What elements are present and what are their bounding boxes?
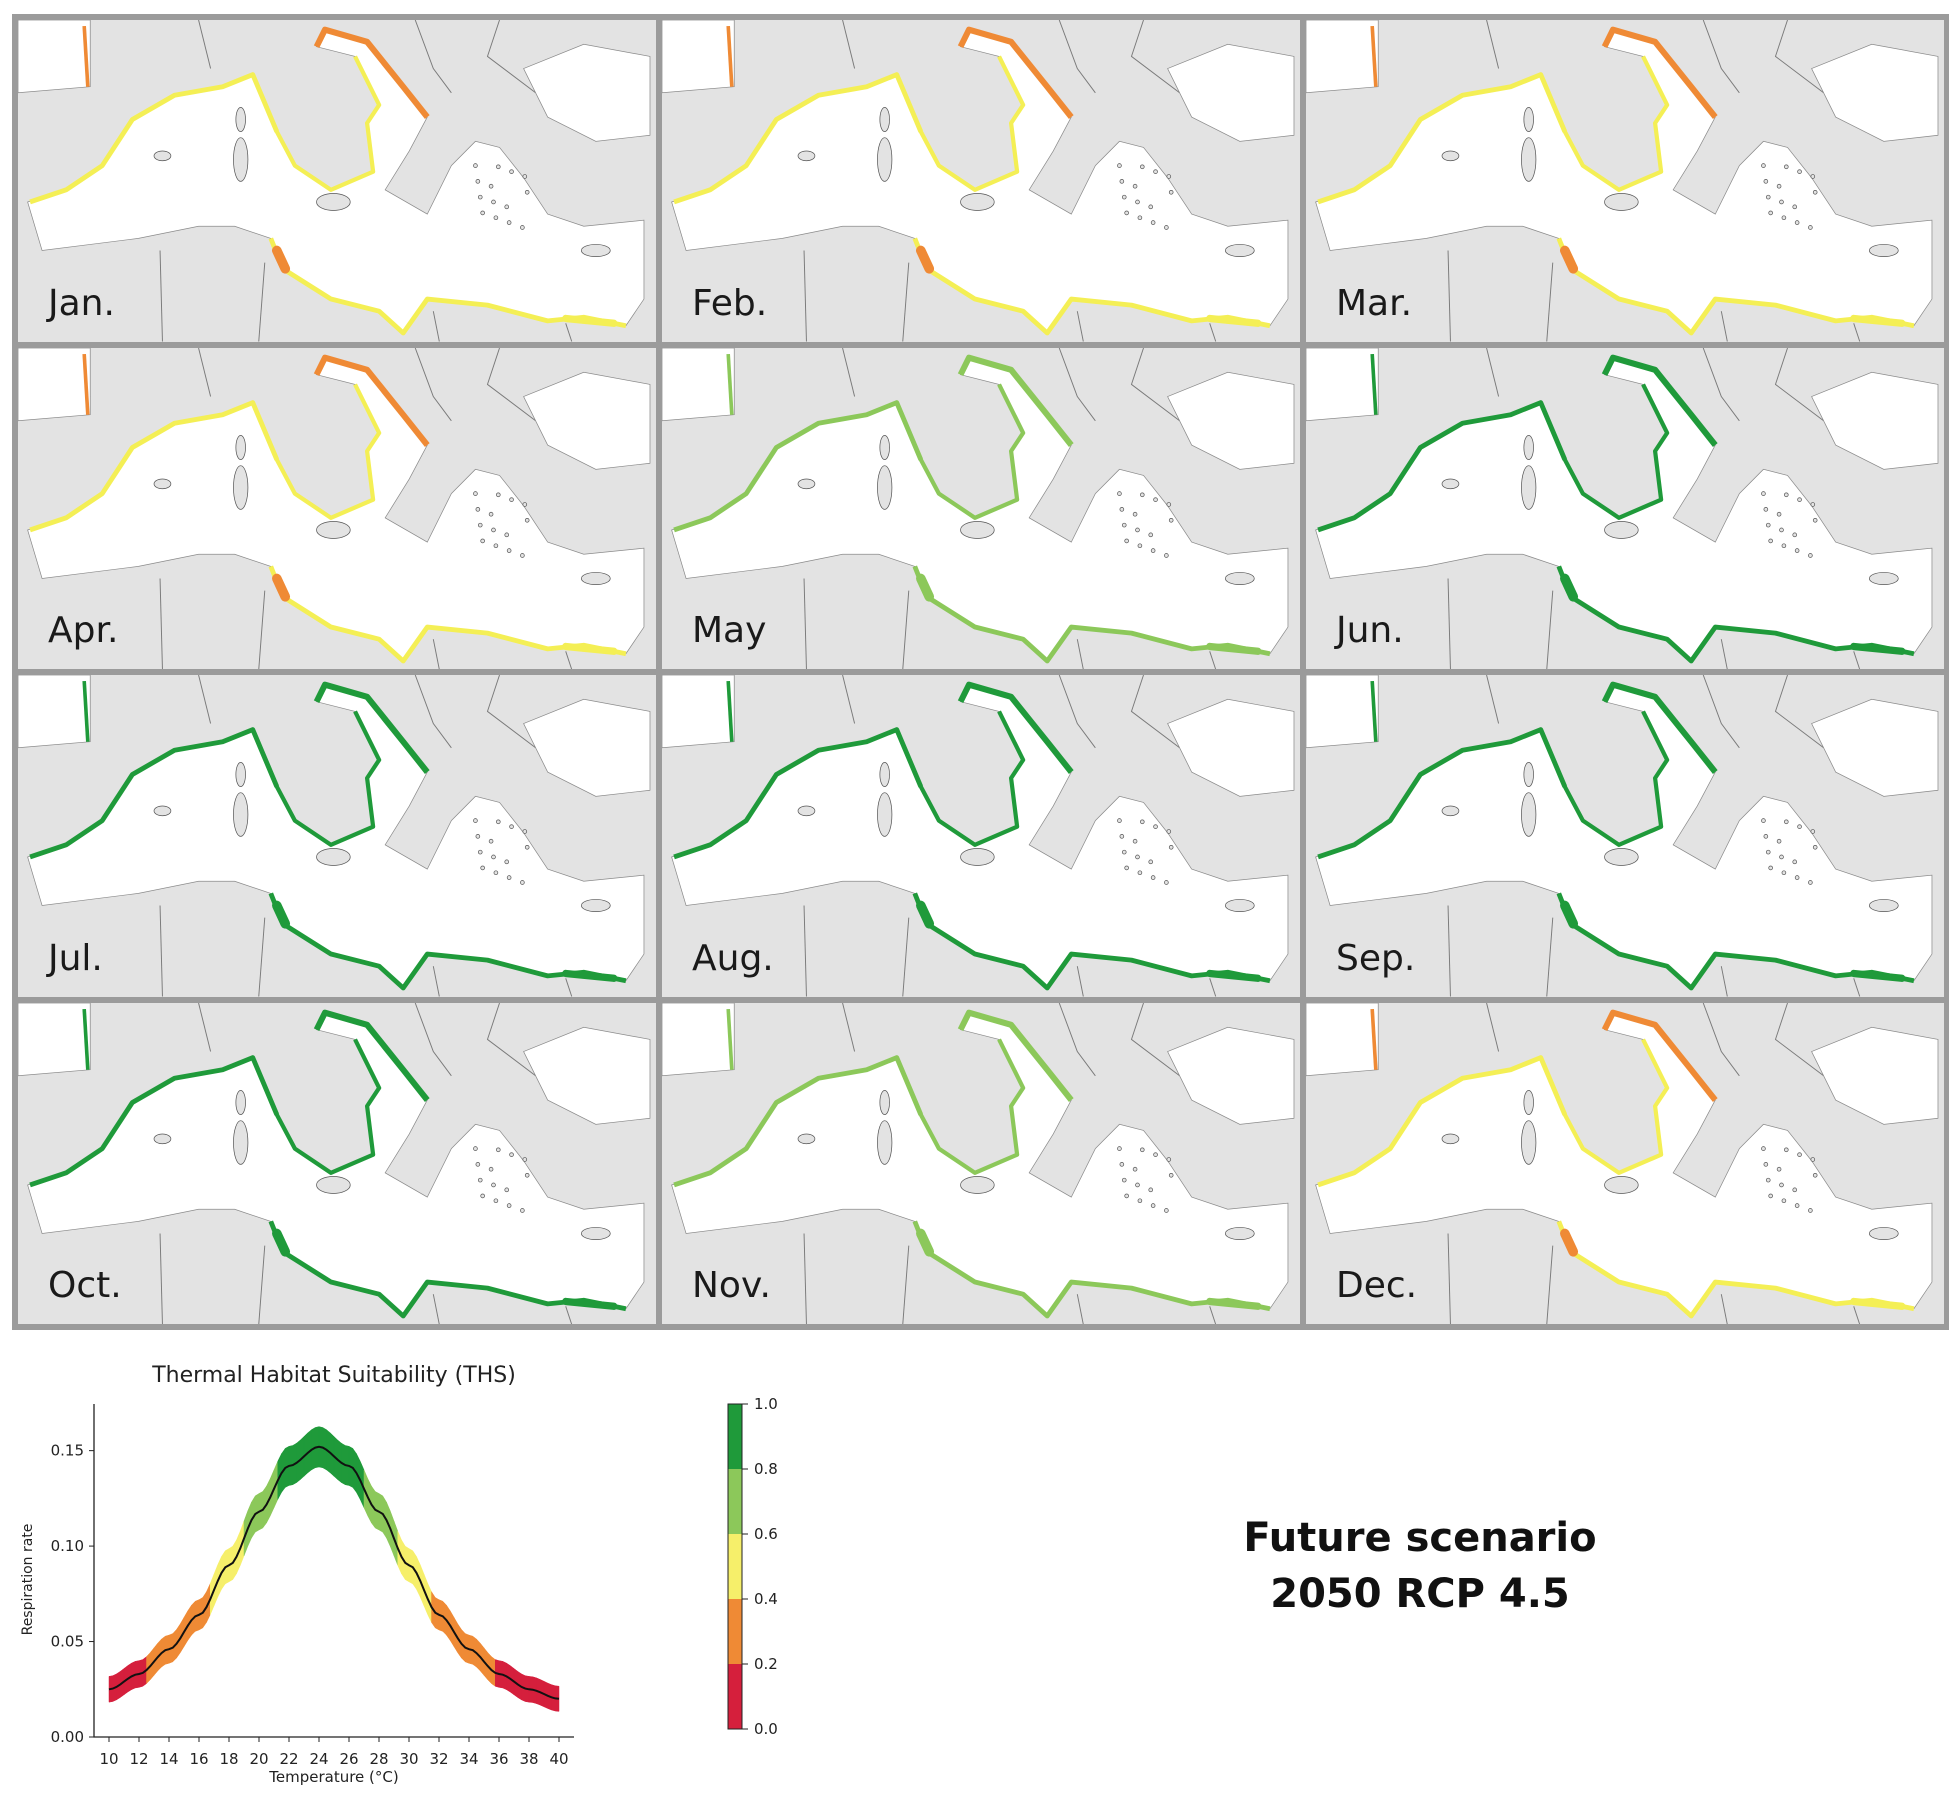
x-tick-label: 12 bbox=[129, 1750, 148, 1768]
month-label: Aug. bbox=[692, 937, 774, 979]
mediterranean-map bbox=[18, 675, 651, 997]
map-panel: Jan. bbox=[18, 20, 656, 342]
x-tick-label: 18 bbox=[219, 1750, 238, 1768]
chart-title: Thermal Habitat Suitability (THS) bbox=[151, 1363, 516, 1388]
map-panel: May bbox=[662, 347, 1300, 669]
x-tick-label: 34 bbox=[459, 1750, 478, 1768]
map-panel: Mar. bbox=[1306, 20, 1944, 342]
colorbar-segment bbox=[728, 1664, 742, 1729]
mediterranean-map bbox=[662, 20, 1295, 342]
colorbar-segment bbox=[728, 1534, 742, 1599]
y-tick-label: 0.05 bbox=[51, 1633, 84, 1651]
x-tick-label: 40 bbox=[549, 1750, 568, 1768]
month-label: Jan. bbox=[48, 282, 115, 324]
mediterranean-map bbox=[1306, 20, 1939, 342]
x-tick-label: 20 bbox=[249, 1750, 268, 1768]
colorbar-segment bbox=[728, 1599, 742, 1664]
map-panel: Nov. bbox=[662, 1002, 1300, 1324]
x-tick-label: 38 bbox=[519, 1750, 538, 1768]
mediterranean-map bbox=[18, 20, 651, 342]
map-panel: Jul. bbox=[18, 675, 656, 997]
x-tick-label: 30 bbox=[399, 1750, 418, 1768]
x-tick-label: 26 bbox=[339, 1750, 358, 1768]
colorbar-tick-label: 0.6 bbox=[754, 1525, 778, 1543]
month-label: Mar. bbox=[1336, 282, 1413, 324]
month-label: Apr. bbox=[48, 610, 119, 651]
y-tick-label: 0.15 bbox=[51, 1442, 84, 1460]
scenario-label: Future scenario 2050 RCP 4.5 bbox=[1180, 1510, 1660, 1622]
x-tick-label: 22 bbox=[279, 1750, 298, 1768]
x-tick-label: 10 bbox=[99, 1750, 118, 1768]
colorbar-tick-label: 0.4 bbox=[754, 1590, 778, 1608]
colorbar-segment bbox=[728, 1404, 742, 1469]
map-panel: Sep. bbox=[1306, 675, 1944, 997]
month-label: Feb. bbox=[692, 282, 768, 324]
map-panel: Apr. bbox=[18, 347, 656, 669]
y-axis-label: Respiration rate bbox=[20, 1524, 36, 1636]
x-tick-label: 14 bbox=[159, 1750, 178, 1768]
month-label: May bbox=[692, 610, 767, 651]
map-panel: Feb. bbox=[662, 20, 1300, 342]
scenario-line-2: 2050 RCP 4.5 bbox=[1270, 1571, 1570, 1617]
month-label: Jul. bbox=[48, 937, 103, 979]
y-tick-label: 0.00 bbox=[51, 1728, 84, 1746]
month-label: Sep. bbox=[1336, 937, 1416, 979]
month-label: Jun. bbox=[1336, 610, 1404, 651]
map-panel: Jun. bbox=[1306, 347, 1944, 669]
mediterranean-map bbox=[1306, 1002, 1939, 1324]
x-tick-label: 16 bbox=[189, 1750, 208, 1768]
ths-chart-svg: Thermal Habitat Suitability (THS) 10 12 14 1… bbox=[20, 1363, 778, 1786]
colorbar-segment bbox=[728, 1469, 742, 1534]
x-tick-label: 32 bbox=[429, 1750, 448, 1768]
map-panel: Aug. bbox=[662, 675, 1300, 997]
scenario-line-1: Future scenario bbox=[1243, 1515, 1597, 1561]
colorbar-tick-label: 0.2 bbox=[754, 1655, 778, 1673]
ths-chart: Thermal Habitat Suitability (THS) 10 12 14 1… bbox=[14, 1342, 794, 1791]
colorbar-tick-label: 0.0 bbox=[754, 1720, 778, 1738]
mediterranean-map bbox=[1306, 675, 1939, 997]
month-label: Nov. bbox=[692, 1265, 771, 1306]
colorbar-tick-label: 0.8 bbox=[754, 1460, 778, 1478]
mediterranean-map bbox=[18, 1002, 651, 1324]
x-tick-label: 36 bbox=[489, 1750, 508, 1768]
mediterranean-map bbox=[662, 347, 1295, 669]
mediterranean-map bbox=[18, 347, 651, 669]
mediterranean-map bbox=[662, 675, 1295, 997]
mediterranean-map bbox=[1306, 347, 1939, 669]
x-tick-label: 28 bbox=[369, 1750, 388, 1768]
colorbar-tick-label: 1.0 bbox=[754, 1395, 778, 1413]
respiration-curve bbox=[108, 1445, 560, 1700]
month-label: Dec. bbox=[1336, 1265, 1418, 1306]
monthly-map-grid: Jan. Feb. Mar. Apr. May Jun. Jul. Aug. Sep. Oct. N… bbox=[12, 14, 1949, 1330]
mediterranean-map bbox=[662, 1002, 1295, 1324]
map-panel: Oct. bbox=[18, 1002, 656, 1324]
y-tick-label: 0.10 bbox=[51, 1537, 84, 1555]
map-panel: Dec. bbox=[1306, 1002, 1944, 1324]
month-label: Oct. bbox=[48, 1265, 122, 1306]
x-tick-label: 24 bbox=[309, 1750, 328, 1768]
x-axis-label: Temperature (°C) bbox=[268, 1768, 398, 1786]
